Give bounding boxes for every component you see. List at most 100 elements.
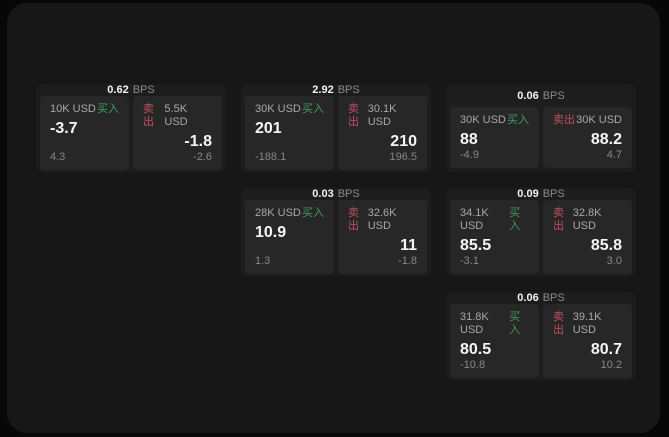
sell-side-label: 卖出 (348, 103, 359, 128)
sell-panel[interactable]: 卖出 5.5K USD -1.8 -2.6 (133, 96, 222, 170)
sell-sub-value: 10.2 (600, 359, 622, 371)
bps-header: 0.03 BPS (241, 188, 431, 200)
buy-sub-value: -10.8 (460, 359, 486, 371)
buy-amount: 31.8K USD (460, 311, 489, 336)
sell-sub-value: 3.0 (606, 255, 622, 267)
sell-amount: 5.5K USD (164, 103, 188, 128)
sell-price: 11 (400, 237, 417, 254)
buy-amount: 30K USD (255, 103, 301, 115)
buy-header-row: 34.1K USD 买入 (460, 207, 529, 233)
buy-amount: 28K USD (255, 207, 301, 219)
buy-side-label: 买入 (302, 207, 324, 219)
buy-panel[interactable]: 34.1K USD 买入 85.5 -3.1 (450, 200, 539, 274)
bps-header: 2.92 BPS (241, 84, 431, 96)
buy-price: 80.5 (460, 341, 492, 358)
bps-value: 2.92 (312, 84, 334, 96)
bps-value: 0.06 (517, 292, 539, 304)
buy-header-row: 30K USD 买入 (460, 114, 529, 127)
buy-header-row: 10K USD 买入 (50, 103, 119, 116)
buy-price: 201 (255, 120, 282, 137)
bps-value: 0.62 (107, 84, 129, 96)
buy-sub-value: 1.3 (255, 255, 271, 267)
quote-panels: 34.1K USD 买入 85.5 -3.1 卖出 32.8K USD 85.8… (446, 200, 636, 276)
buy-panel[interactable]: 31.8K USD 买入 80.5 -10.8 (450, 304, 539, 378)
quote-grid: 0.62 BPS 10K USD 买入 -3.7 4.3 卖出 5.5K USD… (36, 84, 636, 380)
bps-value: 0.03 (312, 188, 334, 200)
sell-side-label: 卖出 (348, 207, 359, 232)
quote-card: 2.92 BPS 30K USD 买入 201 -188.1 卖出 30.1K … (241, 84, 431, 172)
sell-amount: 39.1K USD (572, 311, 602, 336)
sell-amount: 30.1K USD (367, 103, 397, 128)
buy-side-label: 买入 (509, 207, 521, 232)
sell-sub-value: -2.6 (193, 151, 212, 163)
buy-side-label: 买入 (302, 103, 324, 115)
sell-side-label: 卖出 (553, 311, 564, 336)
sell-price: 85.8 (590, 237, 622, 254)
sell-side-label: 卖出 (553, 114, 575, 126)
bps-header: 0.62 BPS (36, 84, 226, 96)
sell-panel[interactable]: 卖出 32.6K USD 11 -1.8 (338, 200, 427, 274)
buy-side-label: 买入 (507, 114, 529, 126)
bps-label: BPS (542, 89, 565, 102)
buy-price: 88 (460, 131, 478, 148)
bps-header: 0.09 BPS (446, 188, 636, 200)
buy-price: -3.7 (50, 120, 78, 137)
sell-sub-value: -1.8 (398, 255, 417, 267)
buy-amount: 10K USD (50, 103, 96, 115)
buy-amount: 30K USD (460, 114, 506, 126)
bps-label: BPS (337, 188, 360, 200)
sell-panel[interactable]: 卖出 32.8K USD 85.8 3.0 (543, 200, 632, 274)
buy-side-label: 买入 (97, 103, 119, 115)
buy-panel[interactable]: 10K USD 买入 -3.7 4.3 (40, 96, 129, 170)
bps-value: 0.06 (517, 89, 539, 102)
buy-price: 10.9 (255, 224, 287, 241)
buy-price: 85.5 (460, 237, 492, 254)
buy-panel[interactable]: 30K USD 买入 201 -188.1 (245, 96, 334, 170)
quote-card: 0.06 BPS 31.8K USD 买入 80.5 -10.8 卖出 39.1… (446, 292, 636, 380)
sell-price: 88.2 (590, 131, 622, 148)
sell-price: 80.7 (590, 341, 622, 358)
sell-panel[interactable]: 卖出 30.1K USD 210 196.5 (338, 96, 427, 170)
buy-sub-value: -4.9 (460, 149, 479, 161)
buy-sub-value: -3.1 (460, 255, 479, 267)
sell-amount: 30K USD (576, 114, 622, 126)
quote-card: 0.09 BPS 34.1K USD 买入 85.5 -3.1 卖出 32.8K… (446, 188, 636, 276)
buy-amount: 34.1K USD (460, 207, 489, 232)
sell-header-row: 卖出 39.1K USD (553, 311, 622, 337)
buy-header-row: 28K USD 买入 (255, 207, 324, 220)
quote-panels: 30K USD 买入 201 -188.1 卖出 30.1K USD 210 1… (241, 96, 431, 172)
quote-panels: 10K USD 买入 -3.7 4.3 卖出 5.5K USD -1.8 -2.… (36, 96, 226, 172)
sell-amount: 32.6K USD (367, 207, 397, 232)
buy-panel[interactable]: 30K USD 买入 88 -4.9 (450, 107, 539, 168)
bps-label: BPS (132, 84, 155, 96)
sell-sub-value: 196.5 (389, 151, 417, 163)
sell-header-row: 卖出 32.8K USD (553, 207, 622, 233)
sell-amount: 32.8K USD (572, 207, 602, 232)
bps-label: BPS (542, 292, 565, 304)
sell-price: 210 (390, 133, 417, 150)
buy-side-label: 买入 (509, 311, 521, 336)
sell-header-row: 卖出 30K USD (553, 114, 622, 127)
sell-header-row: 卖出 32.6K USD (348, 207, 417, 233)
sell-panel[interactable]: 卖出 39.1K USD 80.7 10.2 (543, 304, 632, 378)
quote-card: 0.62 BPS 10K USD 买入 -3.7 4.3 卖出 5.5K USD… (36, 84, 226, 172)
buy-header-row: 30K USD 买入 (255, 103, 324, 116)
quote-panels: 30K USD 买入 88 -4.9 卖出 30K USD 88.2 4.7 (446, 107, 636, 172)
quote-panels: 31.8K USD 买入 80.5 -10.8 卖出 39.1K USD 80.… (446, 304, 636, 380)
bps-label: BPS (337, 84, 360, 96)
sell-header-row: 卖出 5.5K USD (143, 103, 212, 129)
buy-panel[interactable]: 28K USD 买入 10.9 1.3 (245, 200, 334, 274)
sell-header-row: 卖出 30.1K USD (348, 103, 417, 129)
quote-card: 0.03 BPS 28K USD 买入 10.9 1.3 卖出 32.6K US… (241, 188, 431, 276)
app-window: 0.62 BPS 10K USD 买入 -3.7 4.3 卖出 5.5K USD… (7, 3, 660, 433)
sell-price: -1.8 (184, 133, 212, 150)
bps-header: 0.06 BPS (446, 84, 636, 107)
buy-header-row: 31.8K USD 买入 (460, 311, 529, 337)
quote-card: 0.06 BPS 30K USD 买入 88 -4.9 卖出 30K USD 8… (446, 84, 636, 172)
buy-sub-value: 4.3 (50, 151, 66, 163)
bps-header: 0.06 BPS (446, 292, 636, 304)
bps-label: BPS (542, 188, 565, 200)
sell-panel[interactable]: 卖出 30K USD 88.2 4.7 (543, 107, 632, 168)
quote-panels: 28K USD 买入 10.9 1.3 卖出 32.6K USD 11 -1.8 (241, 200, 431, 276)
sell-side-label: 卖出 (553, 207, 564, 232)
